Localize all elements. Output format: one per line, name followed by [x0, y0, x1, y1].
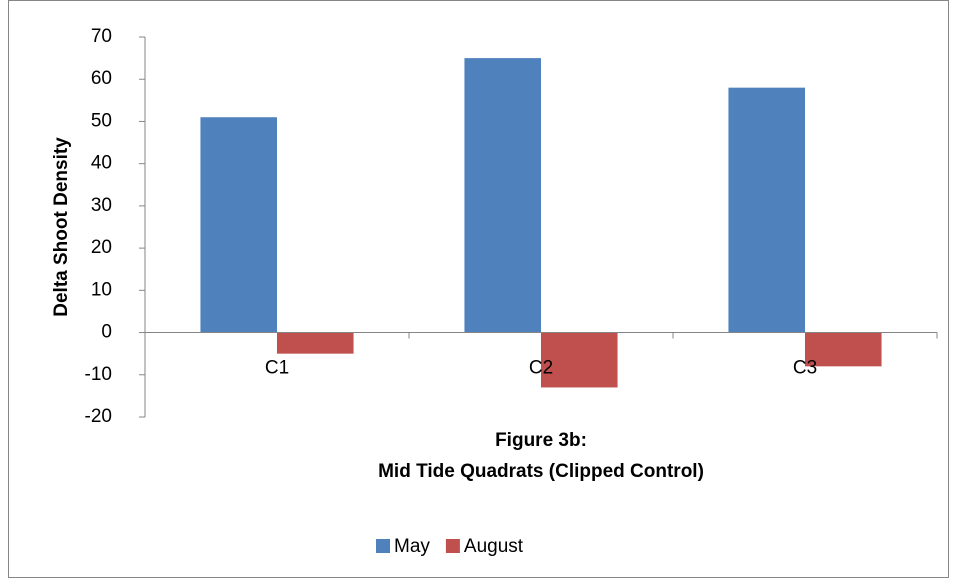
x-axis-title: Figure 3b:: [495, 430, 587, 451]
y-tick-label: 30: [91, 195, 112, 216]
y-tick-label: 40: [91, 153, 112, 174]
x-tick-label: C2: [529, 358, 553, 379]
bar: [805, 332, 882, 367]
legend-swatch: [445, 539, 460, 553]
y-tick-label: -10: [85, 364, 112, 385]
y-tick-label: 20: [91, 237, 112, 258]
x-axis-title: Mid Tide Quadrats (Clipped Control): [378, 461, 704, 482]
bar: [728, 87, 805, 333]
y-tick-label: 50: [91, 110, 112, 131]
legend-label: August: [464, 536, 524, 557]
y-tick-label: 0: [101, 322, 112, 343]
legend-label: May: [394, 536, 430, 557]
bar: [541, 332, 618, 388]
x-tick-label: C1: [265, 358, 289, 379]
y-tick-label: 60: [91, 68, 112, 89]
y-tick-label: 10: [91, 279, 112, 300]
y-tick-label: 70: [91, 26, 112, 47]
bar: [277, 332, 354, 354]
x-tick-label: C3: [793, 358, 817, 379]
bar: [200, 117, 277, 333]
legend-swatch: [376, 539, 390, 553]
y-axis-title: Delta Shoot Density: [51, 137, 72, 317]
bar: [464, 58, 541, 333]
y-tick-label: -20: [85, 406, 112, 427]
